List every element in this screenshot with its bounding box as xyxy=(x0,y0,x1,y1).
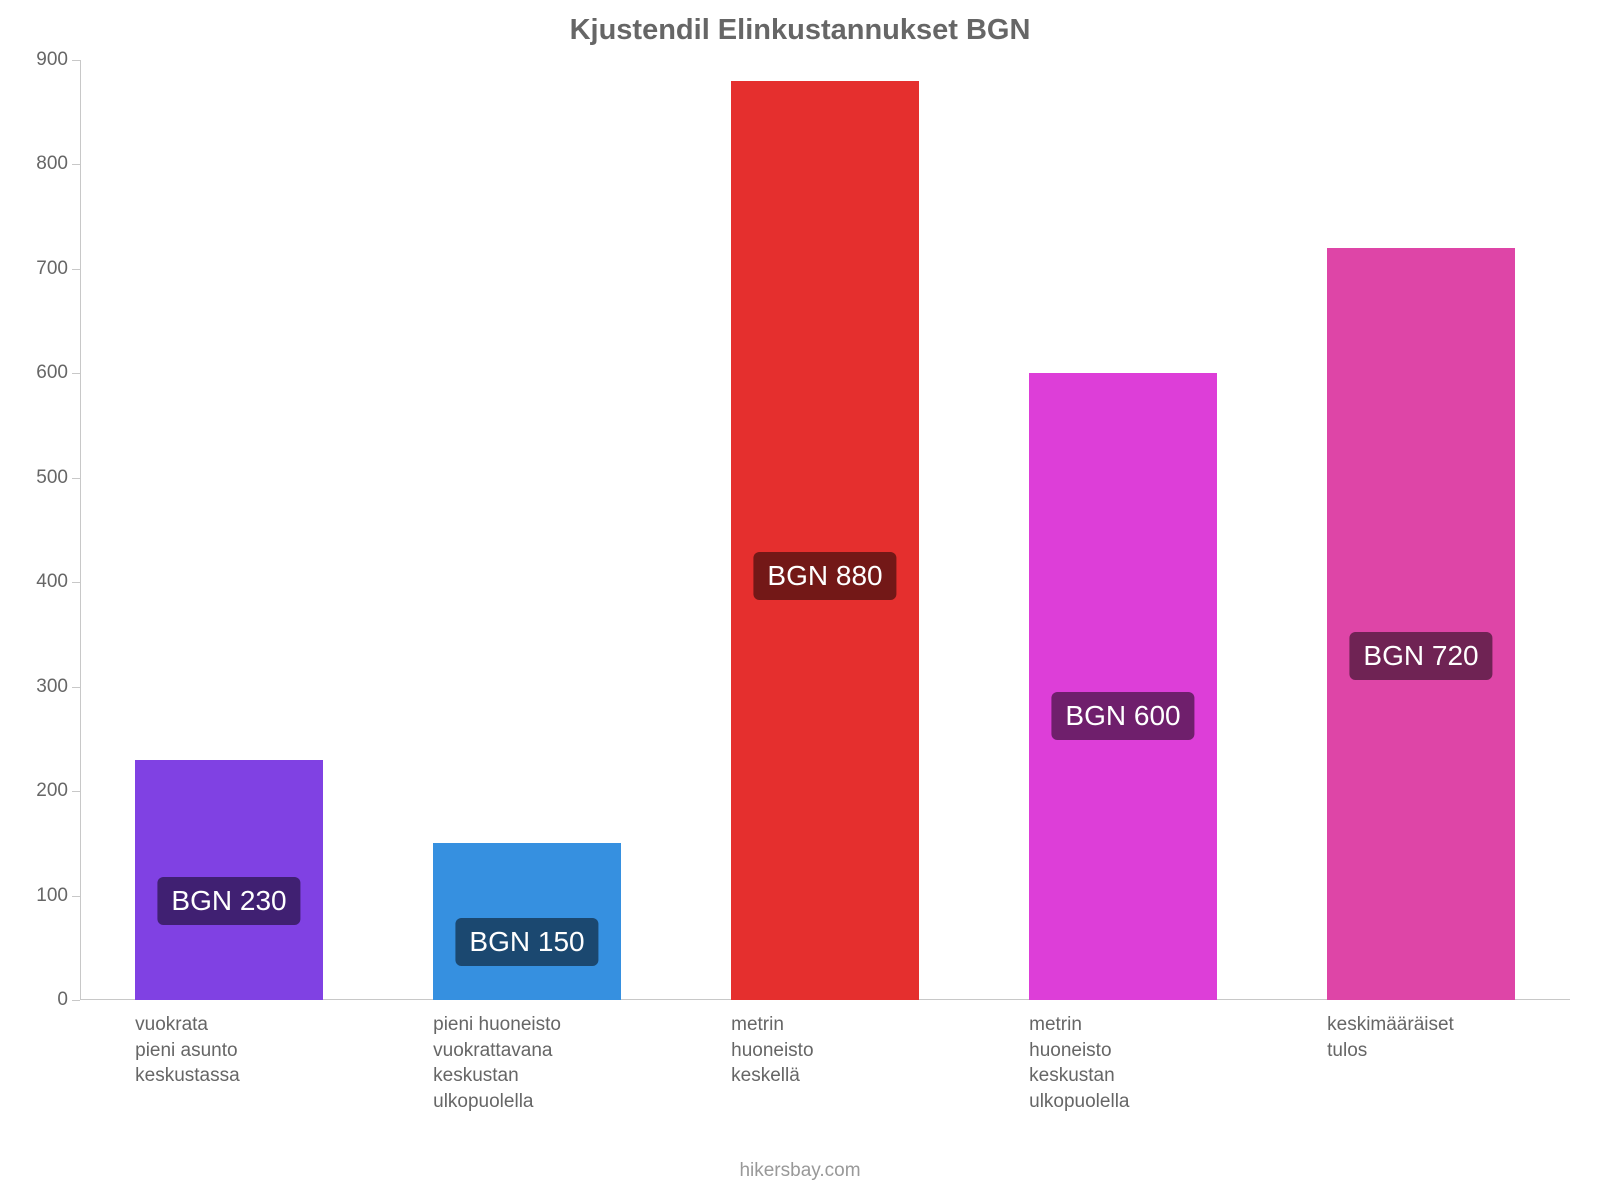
x-tick-label: pieni huoneistovuokrattavanakeskustanulk… xyxy=(433,1012,661,1115)
x-tick-label: metrinhuoneistokeskellä xyxy=(731,1012,959,1089)
y-tick-mark xyxy=(72,1000,80,1001)
bar xyxy=(1327,248,1515,1000)
value-badge: BGN 150 xyxy=(455,918,598,966)
x-tick-label: vuokratapieni asuntokeskustassa xyxy=(135,1012,363,1089)
y-tick-mark xyxy=(72,791,80,792)
x-tick-label: keskimääräisettulos xyxy=(1327,1012,1555,1063)
y-tick-mark xyxy=(72,478,80,479)
y-tick-mark xyxy=(72,687,80,688)
value-badge: BGN 880 xyxy=(753,552,896,600)
chart-container: Kjustendil Elinkustannukset BGN 01002003… xyxy=(0,0,1600,1200)
value-badge: BGN 720 xyxy=(1349,632,1492,680)
plot-area: 0100200300400500600700800900BGN 230BGN 1… xyxy=(80,60,1570,1000)
bar xyxy=(1029,373,1217,1000)
y-tick-mark xyxy=(72,269,80,270)
value-badge: BGN 600 xyxy=(1051,692,1194,740)
y-tick-mark xyxy=(72,896,80,897)
bar xyxy=(731,81,919,1000)
y-tick-mark xyxy=(72,582,80,583)
y-axis-line xyxy=(80,60,81,1000)
y-tick-mark xyxy=(72,164,80,165)
credit-label: hikersbay.com xyxy=(0,1160,1600,1182)
x-tick-label: metrinhuoneistokeskustanulkopuolella xyxy=(1029,1012,1257,1115)
chart-title: Kjustendil Elinkustannukset BGN xyxy=(0,14,1600,47)
y-tick-mark xyxy=(72,373,80,374)
value-badge: BGN 230 xyxy=(157,877,300,925)
y-tick-mark xyxy=(72,60,80,61)
